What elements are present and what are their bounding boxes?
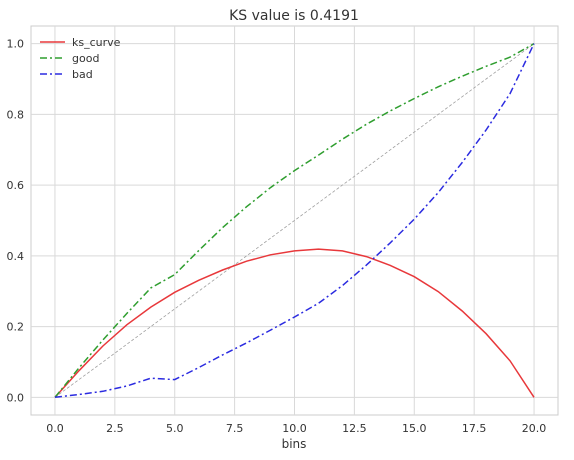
chart-title: KS value is 0.4191 [229, 8, 359, 24]
series-line-bad [54, 43, 535, 399]
y-tick-label: 1.0 [7, 38, 25, 51]
y-tick-label: 0.6 [7, 179, 25, 192]
legend-label-good: good [72, 52, 99, 65]
x-tick-label: 7.5 [226, 422, 244, 435]
x-axis-label: bins [282, 437, 307, 451]
legend-label-ks_curve: ks_curve [72, 36, 121, 49]
y-tick-label: 0.0 [7, 391, 25, 404]
x-tick-label: 0.0 [46, 422, 64, 435]
grid-layer [31, 26, 558, 415]
y-tick-label: 0.4 [7, 250, 25, 263]
x-tick-label: 12.5 [342, 422, 367, 435]
x-tick-label: 15.0 [402, 422, 427, 435]
y-tick-label: 0.8 [7, 108, 25, 121]
legend-label-bad: bad [72, 68, 93, 81]
tick-label-layer: 0.0 2.5 5.0 7.5 10.0 12.5 15.0 17.5 20.0 0.0 0.2 0.… [7, 38, 547, 435]
series-line-ks_curve [54, 248, 535, 398]
x-tick-label: 5.0 [166, 422, 184, 435]
x-tick-label: 10.0 [282, 422, 307, 435]
series-layer [54, 43, 535, 399]
x-tick-label: 17.5 [462, 422, 487, 435]
series-line-reference [54, 43, 535, 398]
x-tick-label: 20.0 [522, 422, 547, 435]
x-tick-label: 2.5 [106, 422, 124, 435]
y-tick-label: 0.2 [7, 321, 25, 334]
series-line-good [54, 43, 535, 398]
